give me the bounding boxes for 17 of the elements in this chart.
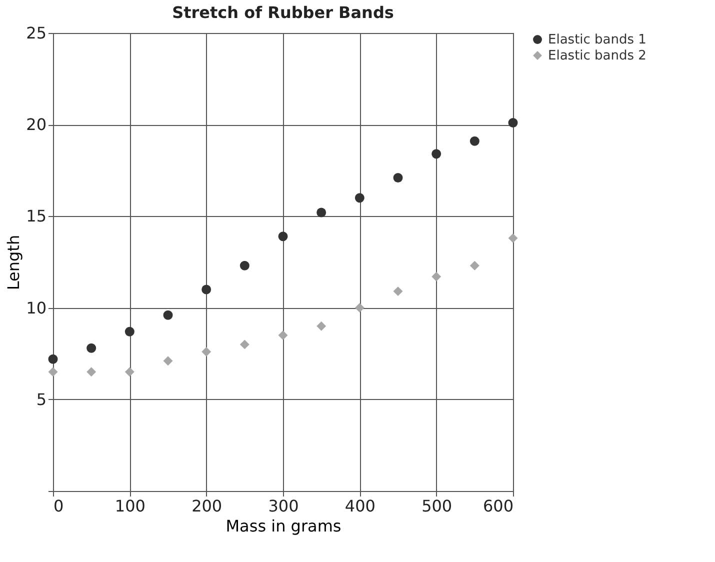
y-tick-label: 25: [26, 24, 46, 42]
x-tick-label: 0: [54, 496, 64, 516]
y-tick-label: 15: [26, 206, 46, 226]
y-tick-label: 20: [26, 115, 46, 134]
x-tick-label: 600: [482, 496, 514, 516]
y-axis-title: Length: [4, 234, 24, 290]
x-tick-label: 100: [114, 496, 146, 516]
legend-label: Elastic bands 1: [548, 32, 646, 48]
x-tick-label: 300: [268, 496, 299, 516]
y-tick-label: 5: [36, 390, 46, 409]
x-axis-title: Mass in grams: [226, 516, 342, 536]
x-tick-label: 200: [192, 496, 222, 516]
legend-label: Elastic bands 2: [548, 48, 646, 64]
y-tick-label: 10: [26, 298, 46, 318]
x-tick-label: 400: [344, 496, 376, 516]
x-tick-label: 500: [422, 496, 452, 516]
chart-title: Stretch of Rubber Bands: [172, 3, 394, 22]
